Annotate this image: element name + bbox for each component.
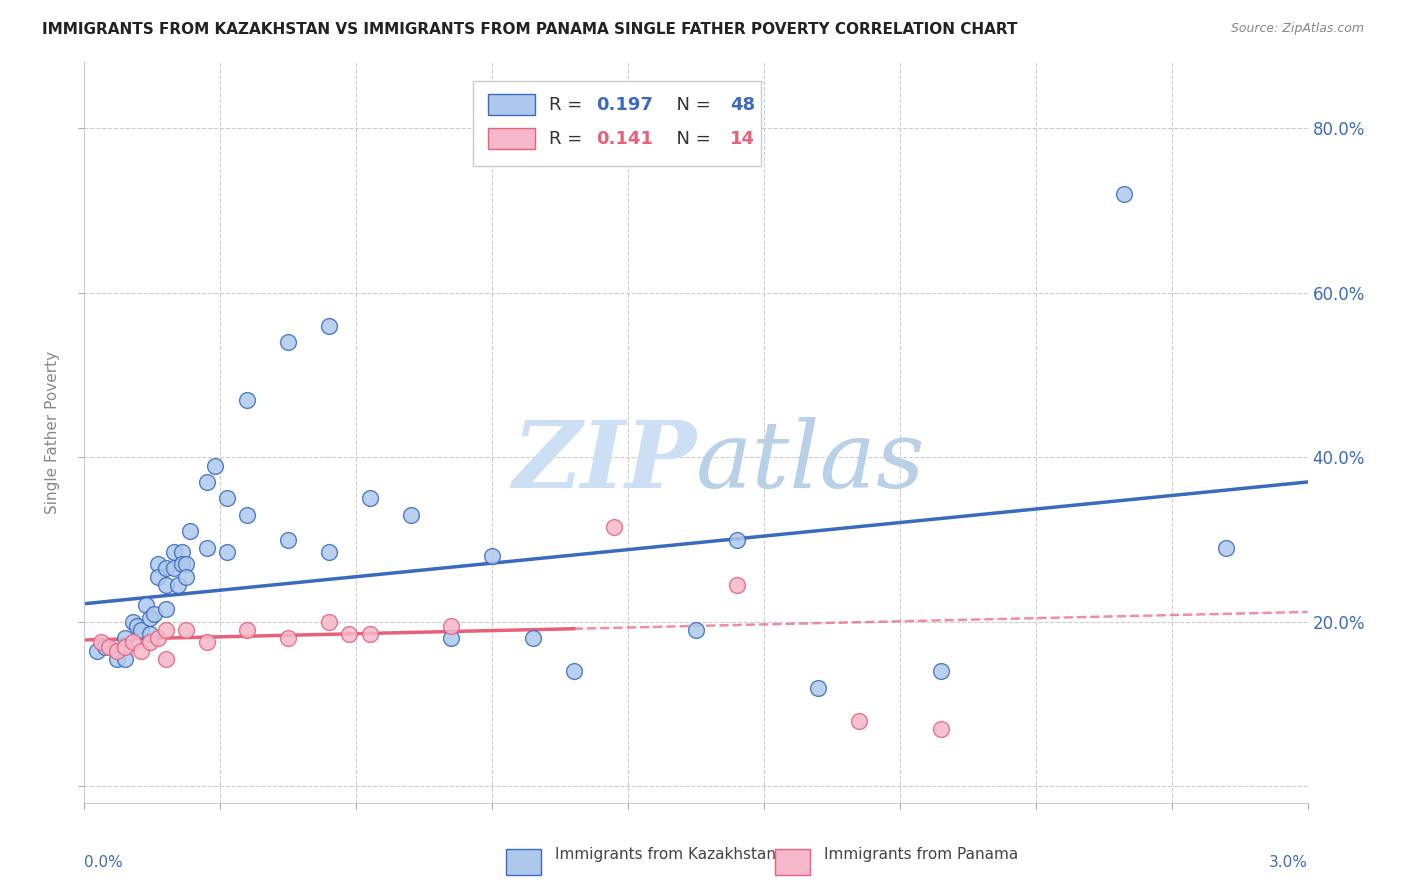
Point	[172, 558, 194, 572]
Point	[1114, 187, 1136, 202]
Point	[146, 569, 169, 583]
Point	[155, 623, 177, 637]
Point	[105, 652, 128, 666]
Point	[138, 627, 160, 641]
Text: Immigrants from Panama: Immigrants from Panama	[824, 847, 1019, 863]
Text: R =: R =	[550, 129, 588, 148]
Text: 0.141: 0.141	[596, 129, 652, 148]
Text: 14: 14	[730, 129, 755, 148]
Point	[176, 558, 198, 572]
Point	[114, 652, 136, 666]
Text: 0.0%: 0.0%	[84, 855, 124, 870]
Point	[142, 607, 165, 621]
Point	[131, 623, 153, 637]
Point	[114, 632, 136, 646]
Point	[195, 635, 218, 649]
Point	[217, 491, 239, 506]
Text: 3.0%: 3.0%	[1268, 855, 1308, 870]
Point	[90, 635, 112, 649]
Point	[277, 533, 299, 547]
Point	[114, 640, 136, 654]
Text: IMMIGRANTS FROM KAZAKHSTAN VS IMMIGRANTS FROM PANAMA SINGLE FATHER POVERTY CORRE: IMMIGRANTS FROM KAZAKHSTAN VS IMMIGRANTS…	[42, 22, 1018, 37]
Point	[522, 632, 544, 646]
Point	[155, 652, 177, 666]
Bar	[474, 81, 761, 166]
Text: atlas: atlas	[696, 417, 925, 508]
Point	[155, 602, 177, 616]
Point	[155, 578, 177, 592]
Point	[195, 541, 218, 555]
Point	[131, 643, 153, 657]
Point	[1215, 541, 1237, 555]
Point	[440, 619, 463, 633]
Point	[155, 561, 177, 575]
Point	[176, 569, 198, 583]
Point	[138, 635, 160, 649]
Point	[176, 623, 198, 637]
Point	[562, 664, 585, 678]
Point	[236, 392, 259, 407]
Point	[685, 623, 707, 637]
Point	[603, 520, 626, 534]
Point	[86, 643, 108, 657]
Bar	[488, 95, 534, 115]
Point	[122, 615, 145, 629]
Point	[93, 640, 117, 654]
Text: ZIP: ZIP	[512, 417, 696, 508]
Point	[172, 545, 194, 559]
Point	[163, 545, 186, 559]
Point	[146, 632, 169, 646]
Text: 0.197: 0.197	[596, 95, 652, 113]
Point	[97, 640, 120, 654]
Text: Immigrants from Kazakhstan: Immigrants from Kazakhstan	[555, 847, 776, 863]
Point	[807, 681, 830, 695]
Point	[146, 558, 169, 572]
Point	[195, 475, 218, 489]
Point	[399, 508, 422, 522]
Point	[725, 578, 748, 592]
Text: N =: N =	[665, 95, 717, 113]
Bar	[506, 849, 541, 875]
Text: Source: ZipAtlas.com: Source: ZipAtlas.com	[1230, 22, 1364, 36]
Point	[339, 627, 361, 641]
Point	[167, 578, 190, 592]
Y-axis label: Single Father Poverty: Single Father Poverty	[45, 351, 60, 514]
Point	[179, 524, 201, 539]
Point	[318, 545, 340, 559]
Point	[318, 318, 340, 333]
Point	[725, 533, 748, 547]
Point	[135, 599, 157, 613]
Point	[929, 722, 952, 736]
Text: N =: N =	[665, 129, 717, 148]
Point	[481, 549, 503, 563]
Point	[236, 508, 259, 522]
Point	[929, 664, 952, 678]
Point	[163, 561, 186, 575]
Bar	[488, 128, 534, 149]
Text: 48: 48	[730, 95, 755, 113]
Point	[122, 635, 145, 649]
Bar	[776, 849, 810, 875]
Point	[359, 491, 381, 506]
Point	[359, 627, 381, 641]
Point	[217, 545, 239, 559]
Point	[277, 632, 299, 646]
Point	[440, 632, 463, 646]
Point	[138, 611, 160, 625]
Point	[105, 643, 128, 657]
Point	[318, 615, 340, 629]
Point	[277, 335, 299, 350]
Text: R =: R =	[550, 95, 588, 113]
Point	[236, 623, 259, 637]
Point	[127, 619, 149, 633]
Point	[848, 714, 870, 728]
Point	[204, 458, 226, 473]
